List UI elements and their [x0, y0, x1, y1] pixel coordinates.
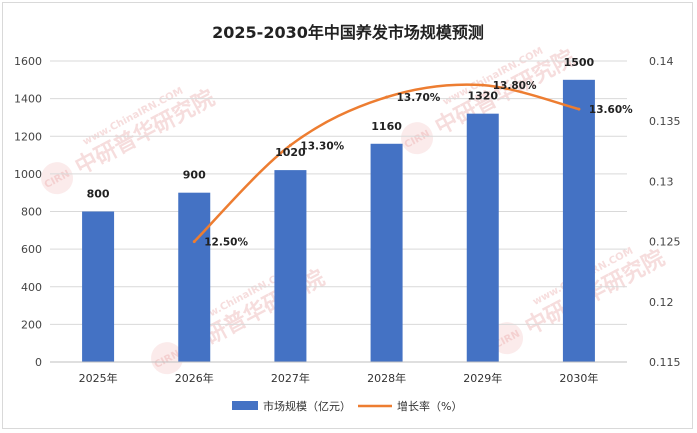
- line-value-label: 12.50%: [204, 237, 248, 249]
- bar: [562, 79, 595, 362]
- x-tick-label: 2025年: [79, 371, 118, 385]
- bar-value-label: 1020: [275, 146, 306, 159]
- line-series: [192, 83, 581, 244]
- growth-rate-point: [577, 107, 581, 111]
- y-left-tick-label: 400: [21, 281, 42, 294]
- line-value-label: 13.70%: [397, 92, 441, 104]
- bar-value-label: 900: [183, 169, 206, 182]
- y-left-tick-label: 1000: [14, 168, 42, 181]
- bar: [466, 113, 499, 362]
- y-right-tick-label: 0.12: [649, 296, 674, 309]
- y-right-tick-label: 0.115: [649, 356, 681, 369]
- x-tick-label: 2029年: [463, 371, 502, 385]
- legend-swatch-bar: [232, 401, 258, 410]
- y-right-tick-label: 0.125: [649, 236, 681, 249]
- y-left-tick-label: 200: [21, 318, 42, 331]
- x-tick-label: 2026年: [175, 371, 214, 385]
- growth-rate-point: [192, 240, 196, 244]
- line-value-label: 13.60%: [589, 104, 633, 116]
- watermark-logo: [41, 162, 74, 195]
- legend-label-bar: 市场规模（亿元）: [263, 399, 351, 413]
- y-left-tick-label: 1400: [14, 93, 42, 106]
- growth-rate-point: [481, 83, 485, 87]
- watermark-logo: [151, 342, 184, 375]
- x-tick-label: 2027年: [271, 371, 310, 385]
- data-labels: 800 900 1020 1160 1320 1500 12.50% 13.30% 13.70%…: [87, 56, 634, 249]
- watermark-logo: [401, 122, 434, 155]
- axes: 0 200 400 600 800 1000 1200 1400 1600 0.115 0.12 0.…: [14, 55, 681, 385]
- legend: 市场规模（亿元） 增长率（%）: [232, 399, 462, 413]
- y-right-tick-label: 0.135: [649, 115, 681, 128]
- bar-value-label: 800: [87, 188, 110, 201]
- growth-rate-point: [385, 95, 389, 99]
- bar-series: [82, 79, 595, 362]
- bar-value-label: 1160: [371, 120, 402, 133]
- line-value-label: 13.30%: [300, 140, 344, 152]
- bar-value-label: 1500: [564, 56, 595, 69]
- y-left-tick-label: 600: [21, 243, 42, 256]
- y-right-tick-label: 0.13: [649, 175, 674, 188]
- growth-rate-point: [288, 143, 292, 147]
- x-tick-label: 2028年: [367, 371, 406, 385]
- legend-label-line: 增长率（%）: [397, 399, 462, 413]
- bar: [82, 211, 115, 362]
- bar-value-label: 1320: [467, 90, 498, 103]
- y-right-tick-label: 0.14: [649, 55, 674, 68]
- y-left-tick-label: 1600: [14, 55, 42, 68]
- x-tick-label: 2030年: [559, 371, 598, 385]
- bar: [274, 170, 307, 362]
- line-value-label: 13.80%: [493, 80, 537, 92]
- y-left-tick-label: 0: [35, 356, 42, 369]
- chart-title: 2025-2030年中国养发市场规模预测: [212, 23, 484, 42]
- gridlines: [50, 60, 627, 363]
- y-left-tick-label: 800: [21, 206, 42, 219]
- y-left-tick-label: 1200: [14, 130, 42, 143]
- bar: [178, 192, 211, 362]
- watermark-logo: [491, 322, 524, 355]
- bar: [370, 143, 403, 362]
